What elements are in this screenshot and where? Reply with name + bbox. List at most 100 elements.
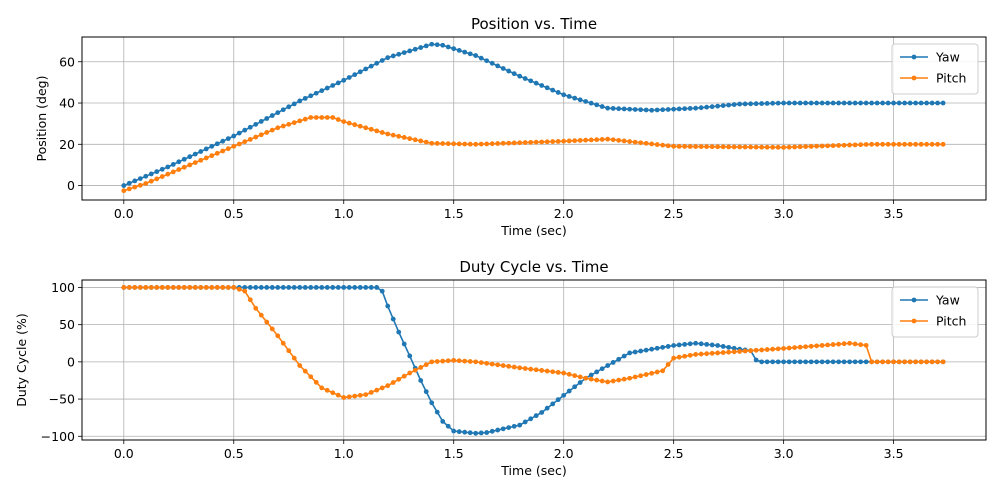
data-point-pitch — [693, 144, 699, 149]
data-point-yaw — [726, 102, 732, 108]
data-point-pitch — [759, 347, 765, 353]
data-point-yaw — [819, 359, 825, 365]
data-point-yaw — [605, 105, 611, 111]
data-point-pitch — [385, 383, 391, 389]
data-point-pitch — [308, 374, 314, 380]
data-point-yaw — [786, 359, 792, 365]
subplot-2: 0.0 0.5 1.0 1.5 2.0 2.5 3.0 3.5 −100 −50 0 50 100 Dut… — [14, 258, 987, 478]
data-point-yaw — [797, 359, 803, 365]
data-point-yaw — [121, 183, 127, 188]
data-point-pitch — [671, 143, 677, 149]
data-point-pitch — [181, 285, 187, 290]
data-point-yaw — [654, 345, 660, 351]
data-point-yaw — [539, 83, 545, 88]
data-point-yaw — [275, 285, 281, 290]
x-tick-label: 0.0 — [114, 446, 134, 461]
data-point-pitch — [929, 141, 935, 147]
data-point-pitch — [209, 285, 215, 290]
data-point-yaw — [462, 49, 468, 55]
data-point-yaw — [693, 340, 699, 346]
data-point-yaw — [847, 100, 853, 106]
data-point-pitch — [511, 364, 517, 370]
data-point-yaw — [335, 285, 341, 290]
data-point-pitch — [385, 131, 391, 137]
data-point-yaw — [907, 100, 913, 106]
data-point-pitch — [242, 288, 248, 294]
data-point-pitch — [429, 140, 435, 146]
data-point-pitch — [671, 355, 677, 361]
data-point-yaw — [357, 285, 363, 290]
data-point-yaw — [396, 329, 402, 335]
data-point-yaw — [500, 426, 506, 432]
data-point-yaw — [643, 107, 649, 113]
legend-box — [891, 286, 979, 338]
data-point-pitch — [599, 136, 605, 142]
data-point-pitch — [616, 377, 622, 383]
data-point-yaw — [632, 349, 638, 355]
data-point-pitch — [143, 285, 149, 290]
data-point-pitch — [775, 346, 781, 352]
legend-label-pitch: Pitch — [936, 314, 966, 329]
data-point-yaw — [621, 106, 627, 112]
data-point-pitch — [737, 349, 743, 354]
data-point-pitch — [330, 390, 336, 396]
x-tick-label: 3.0 — [774, 446, 794, 461]
data-point-yaw — [511, 71, 517, 77]
data-point-yaw — [522, 76, 528, 81]
data-point-yaw — [324, 285, 330, 290]
data-point-yaw — [649, 346, 655, 352]
chart-title: Duty Cycle vs. Time — [459, 258, 608, 276]
data-point-pitch — [786, 345, 792, 351]
data-point-yaw — [599, 366, 605, 372]
data-point-yaw — [715, 343, 721, 348]
data-point-yaw — [456, 429, 462, 435]
data-point-yaw — [704, 104, 710, 110]
data-point-yaw — [390, 53, 396, 59]
data-point-pitch — [148, 178, 154, 184]
data-point-pitch — [544, 368, 550, 374]
data-point-yaw — [682, 106, 688, 112]
data-point-pitch — [407, 370, 413, 376]
data-point-pitch — [869, 141, 875, 147]
data-point-pitch — [418, 365, 424, 370]
data-point-yaw — [390, 316, 396, 322]
data-point-pitch — [357, 123, 363, 129]
data-point-pitch — [357, 392, 363, 398]
data-point-pitch — [247, 136, 253, 142]
data-point-yaw — [363, 285, 369, 290]
data-point-pitch — [242, 139, 248, 145]
data-point-yaw — [451, 46, 457, 52]
data-point-pitch — [847, 340, 853, 346]
data-point-yaw — [187, 154, 193, 160]
legend-marker-pitch — [911, 75, 917, 81]
legend-label-yaw: Yaw — [935, 293, 960, 308]
x-tick-label: 2.0 — [554, 446, 574, 461]
data-point-yaw — [423, 43, 429, 49]
data-point-yaw — [808, 100, 814, 106]
data-point-pitch — [704, 144, 710, 150]
data-point-pitch — [181, 164, 187, 170]
data-point-yaw — [594, 369, 600, 375]
legend-marker-yaw — [911, 54, 917, 60]
data-point-yaw — [896, 100, 902, 106]
data-point-yaw — [852, 100, 858, 106]
data-point-pitch — [198, 285, 204, 290]
data-point-yaw — [599, 104, 605, 109]
data-point-pitch — [517, 365, 523, 371]
data-point-yaw — [671, 106, 677, 112]
data-point-yaw — [588, 100, 594, 106]
data-point-yaw — [621, 353, 627, 359]
data-point-pitch — [324, 387, 330, 393]
data-point-yaw — [231, 133, 237, 139]
data-point-yaw — [313, 90, 319, 96]
data-point-yaw — [841, 359, 847, 365]
data-point-pitch — [165, 285, 171, 290]
data-point-yaw — [561, 392, 567, 398]
data-point-yaw — [594, 102, 600, 108]
data-point-yaw — [517, 422, 523, 428]
data-point-yaw — [929, 100, 935, 106]
data-point-pitch — [599, 378, 605, 384]
y-tick-label: 0 — [67, 354, 75, 369]
data-point-pitch — [319, 115, 325, 120]
